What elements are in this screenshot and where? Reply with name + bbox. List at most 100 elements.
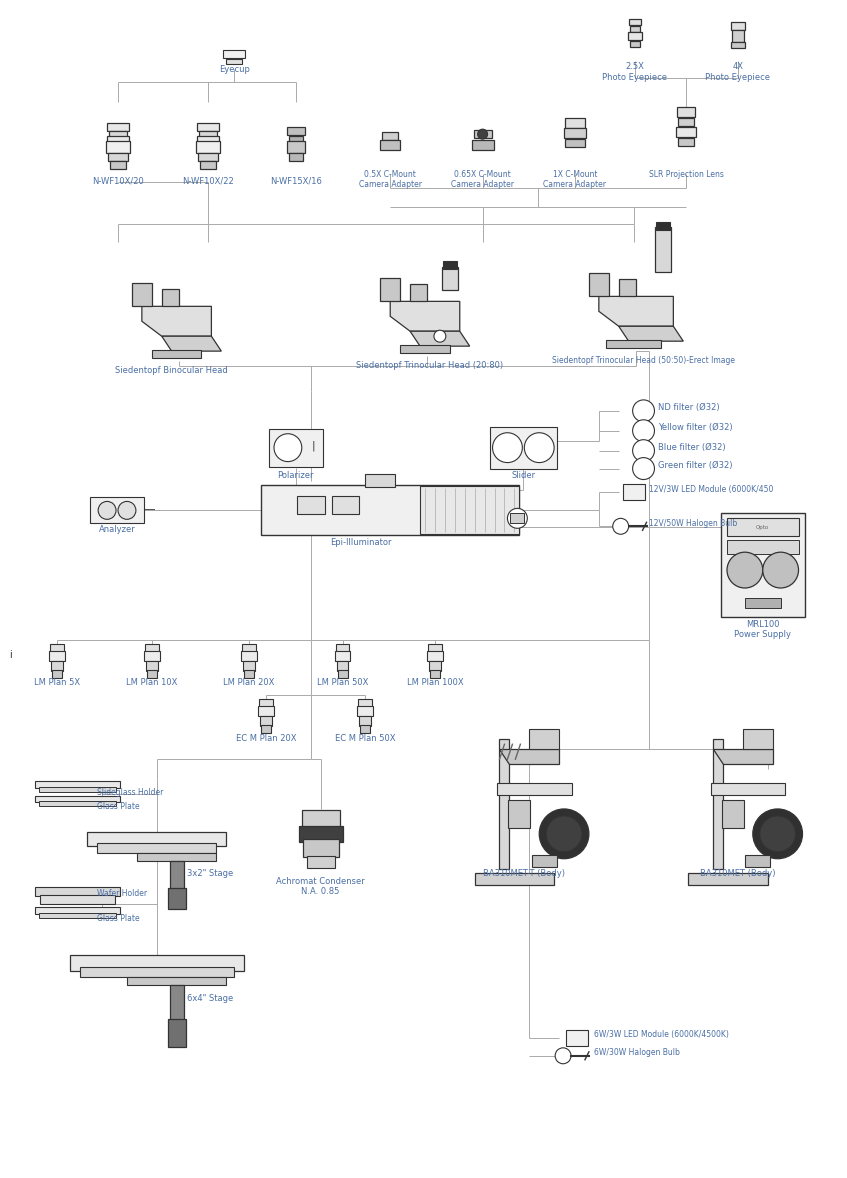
Bar [382, 132, 398, 140]
Bar [69, 955, 244, 971]
Polygon shape [599, 297, 673, 326]
Polygon shape [410, 331, 470, 346]
Circle shape [478, 130, 488, 139]
Circle shape [98, 502, 116, 519]
Bar [727, 518, 799, 536]
Circle shape [753, 809, 802, 859]
Bar [358, 700, 373, 708]
Circle shape [633, 399, 655, 422]
Bar [39, 801, 115, 807]
Text: LM Plan 10X: LM Plan 10X [126, 677, 178, 687]
Circle shape [633, 457, 655, 479]
Text: Polarizer: Polarizer [278, 470, 314, 479]
Bar [745, 855, 770, 867]
Text: Eyecup: Eyecup [219, 66, 250, 74]
Bar [108, 153, 128, 161]
Bar [299, 826, 342, 842]
Bar [39, 913, 115, 918]
Bar [40, 895, 114, 904]
Bar [39, 787, 115, 792]
Text: |: | [312, 441, 316, 451]
Bar [473, 131, 491, 138]
Circle shape [612, 518, 628, 535]
Bar [137, 853, 216, 861]
Bar [147, 669, 157, 677]
Text: LM Plan 50X: LM Plan 50X [317, 677, 368, 687]
Text: BA310MET-T (Body): BA310MET-T (Body) [484, 868, 565, 878]
Bar [226, 59, 242, 65]
Bar [87, 832, 226, 846]
Text: N-WF10X/20: N-WF10X/20 [92, 177, 144, 186]
Bar [400, 345, 450, 353]
Text: Yellow filter (Ø32): Yellow filter (Ø32) [658, 423, 733, 432]
Bar [296, 496, 324, 515]
Bar [429, 661, 441, 670]
Circle shape [555, 1047, 571, 1064]
Text: 1X C-Mount
Camera Adapter: 1X C-Mount Camera Adapter [544, 170, 606, 190]
Circle shape [540, 809, 589, 859]
Bar [35, 795, 119, 802]
Bar [678, 118, 695, 126]
Bar [302, 839, 339, 856]
Bar [565, 118, 585, 128]
Text: Siedentopf Trinocular Head (20:80): Siedentopf Trinocular Head (20:80) [357, 362, 503, 370]
Text: LM Plan 20X: LM Plan 20X [224, 677, 274, 687]
Circle shape [633, 419, 655, 442]
Circle shape [633, 439, 655, 462]
Bar [727, 541, 799, 554]
Polygon shape [713, 749, 772, 765]
Circle shape [763, 552, 799, 588]
Bar [90, 497, 144, 523]
Bar [146, 661, 158, 670]
Bar [731, 21, 745, 29]
Text: i: i [9, 650, 12, 660]
Bar [169, 985, 184, 1031]
Bar [442, 266, 457, 291]
Polygon shape [618, 279, 635, 297]
Bar [732, 29, 744, 41]
Text: Green filter (Ø32): Green filter (Ø32) [658, 461, 733, 470]
Bar [106, 141, 130, 153]
Polygon shape [410, 284, 427, 302]
Bar [565, 139, 585, 147]
Circle shape [524, 432, 554, 463]
Bar [302, 810, 340, 828]
Text: Epi-Illuminator: Epi-Illuminator [329, 538, 391, 548]
Bar [490, 426, 557, 469]
Bar [268, 429, 324, 466]
Bar [338, 669, 347, 677]
Bar [243, 661, 255, 670]
Bar [287, 127, 305, 135]
Text: 3x2" Stage: 3x2" Stage [186, 869, 233, 878]
Bar [335, 643, 350, 651]
Bar [420, 487, 519, 535]
Text: Opto: Opto [756, 524, 769, 530]
Polygon shape [589, 273, 609, 297]
Bar [127, 978, 226, 985]
Bar [497, 783, 572, 795]
Bar [49, 650, 65, 661]
Bar [197, 141, 220, 153]
Bar [472, 140, 494, 150]
Polygon shape [500, 749, 559, 765]
Polygon shape [390, 302, 460, 331]
Text: Achromat Condenser
N.A. 0.85: Achromat Condenser N.A. 0.85 [276, 876, 365, 896]
Text: Siedentopf Trinocular Head (50:50)-Erect Image: Siedentopf Trinocular Head (50:50)-Erect… [552, 356, 735, 365]
Bar [508, 800, 530, 828]
Bar [109, 131, 127, 137]
Bar [260, 716, 272, 727]
Text: Analyzer: Analyzer [98, 525, 136, 535]
Bar [721, 512, 805, 617]
Bar [629, 26, 639, 32]
Text: EC M Plan 50X: EC M Plan 50X [335, 734, 396, 743]
Bar [564, 128, 586, 138]
Bar [336, 661, 348, 670]
Bar [606, 340, 661, 349]
Text: 2.5X
Photo Eyepiece: 2.5X Photo Eyepiece [602, 62, 667, 82]
Bar [656, 221, 670, 230]
Bar [168, 887, 185, 909]
Text: Slider: Slider [512, 470, 535, 479]
Circle shape [434, 330, 446, 342]
Bar [259, 700, 273, 708]
Text: 0.65X C-Mount
Camera Adapter: 0.65X C-Mount Camera Adapter [451, 170, 514, 190]
